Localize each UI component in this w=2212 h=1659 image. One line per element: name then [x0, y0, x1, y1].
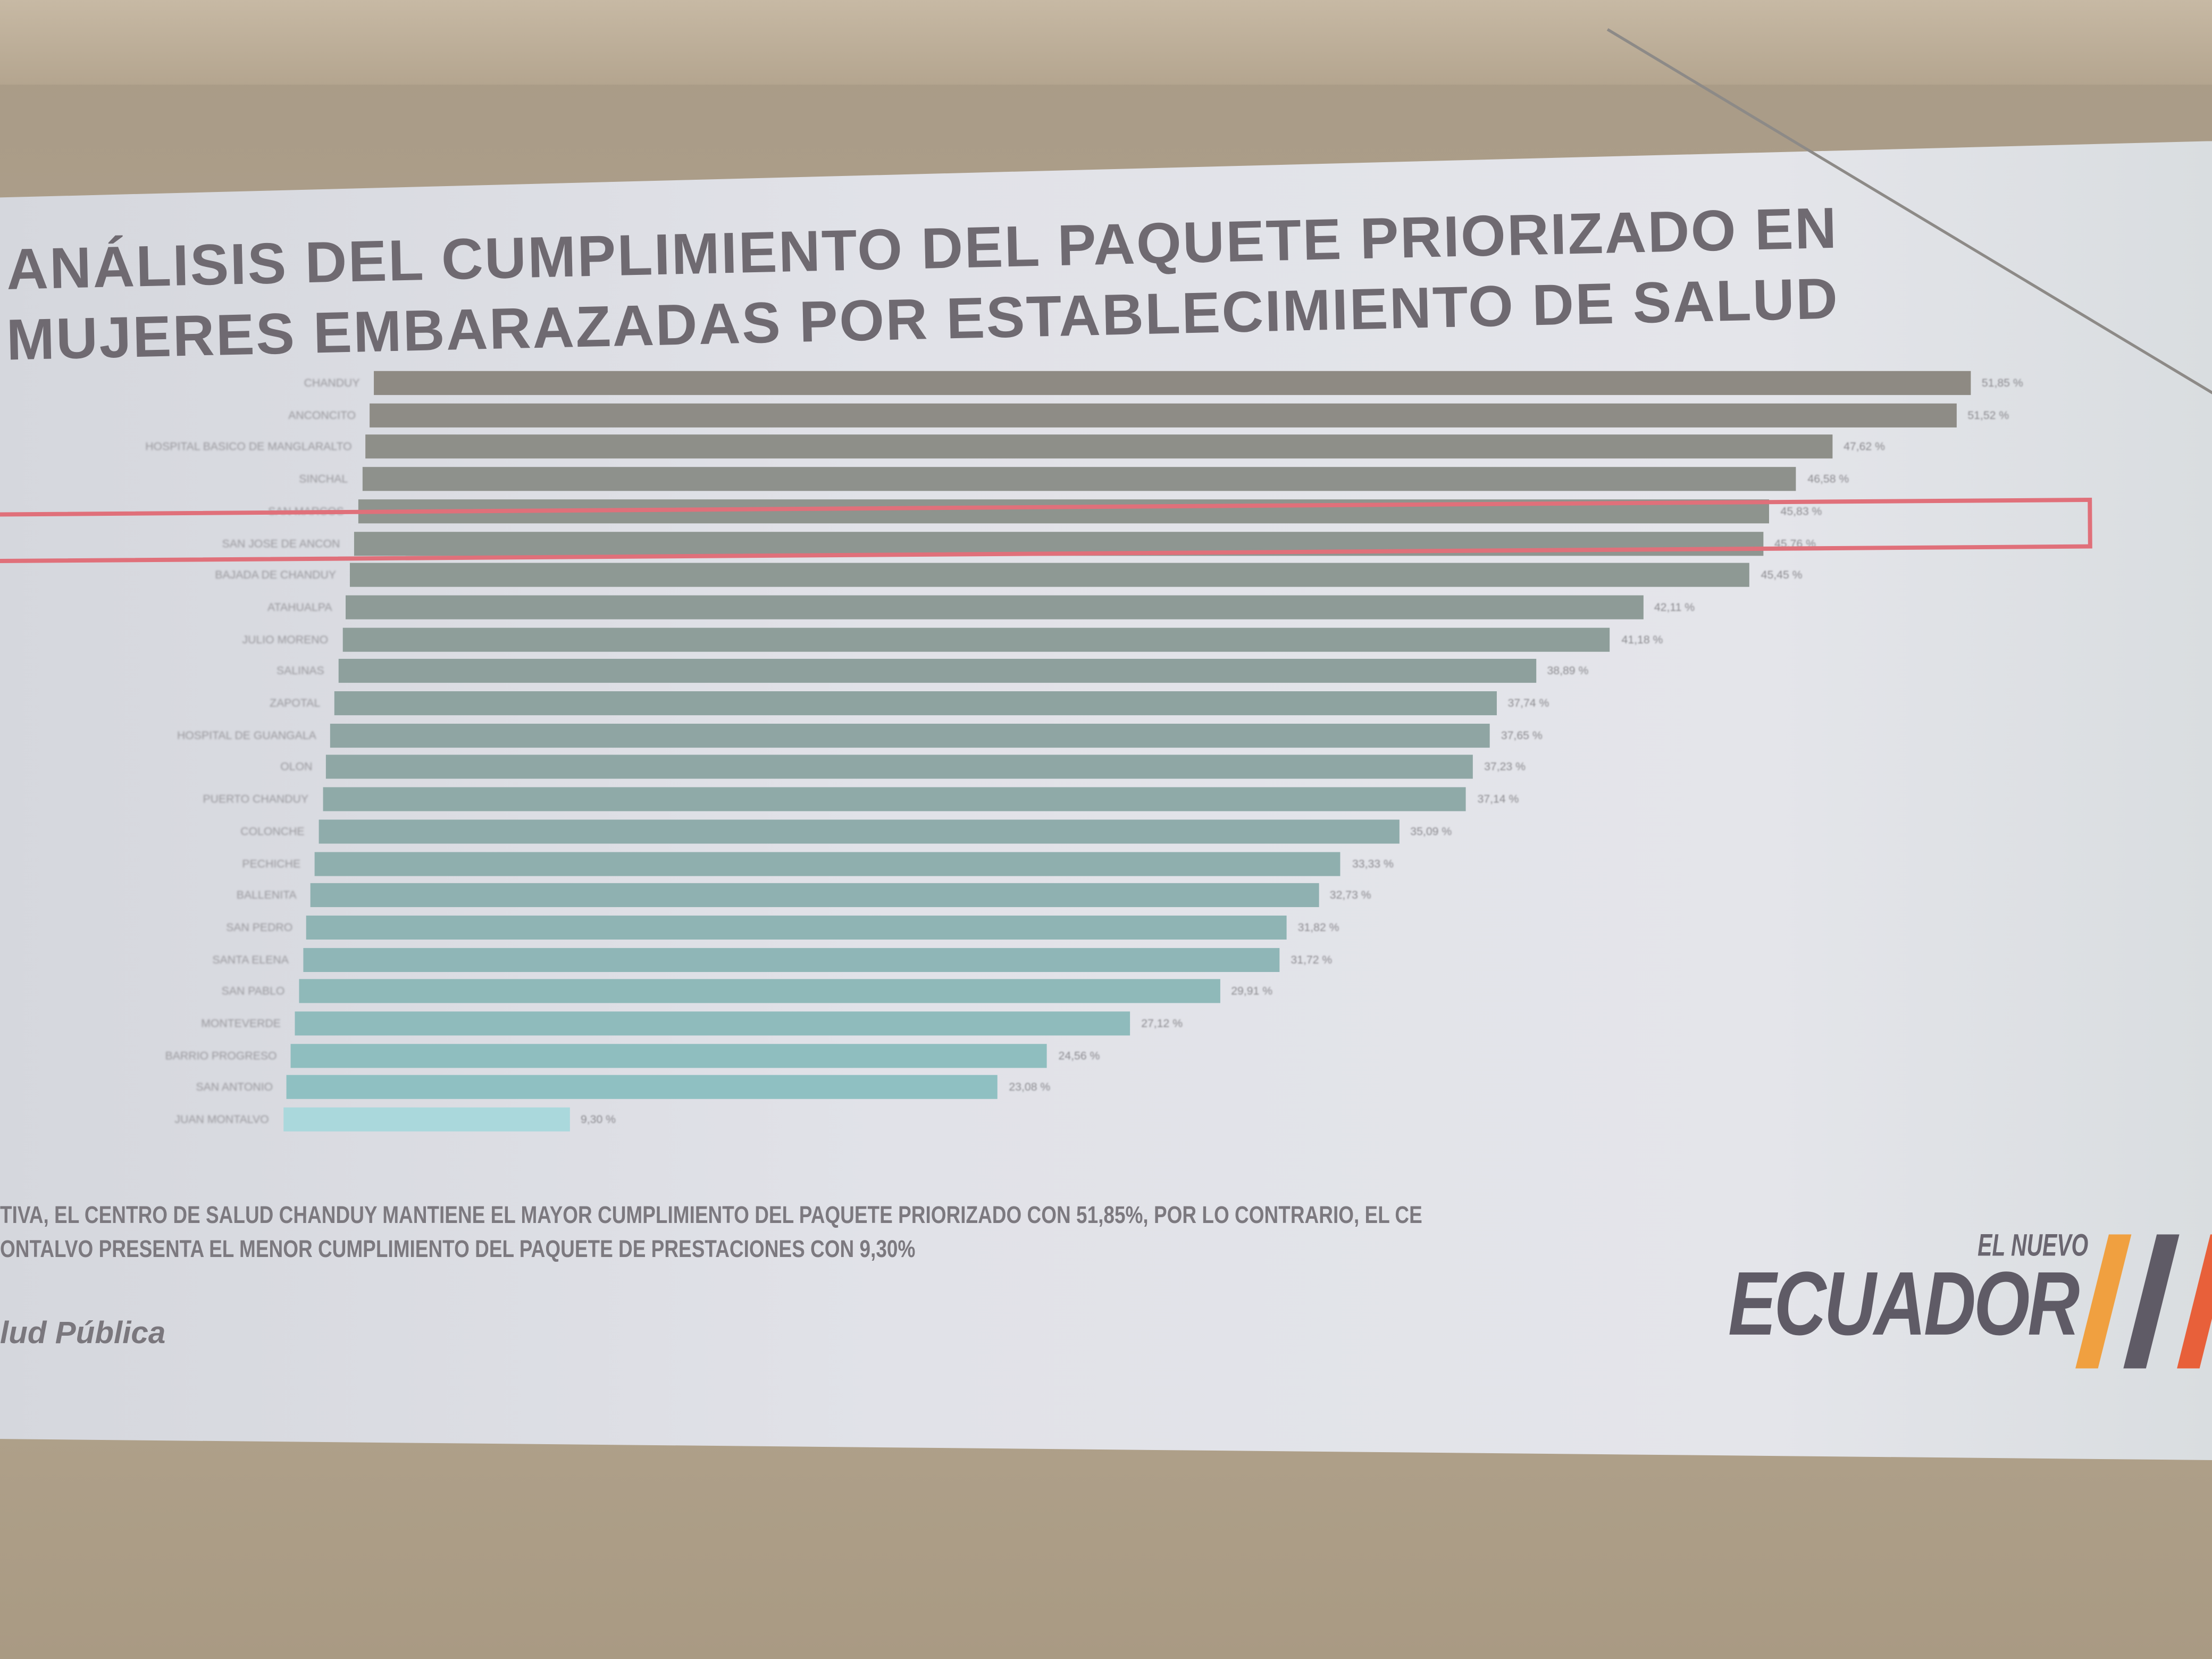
value-label: 37,65 % [1501, 728, 1543, 742]
category-label: MONTEVERDE [201, 1017, 281, 1030]
bar [287, 1075, 998, 1100]
category-label: SALINAS [276, 665, 324, 678]
ceiling-frame [0, 0, 2212, 85]
value-label: 41,18 % [1621, 633, 1663, 646]
bar [283, 1107, 569, 1132]
category-label: PUERTO CHANDUY [203, 793, 308, 806]
category-label: SAN ANTONIO [196, 1081, 273, 1094]
value-label: 31,72 % [1291, 953, 1333, 966]
bar [374, 371, 1971, 395]
value-label: 51,52 % [1967, 408, 2009, 422]
footer-text-line2: ONTALVO PRESENTA EL MENOR CUMPLIMIENTO D… [0, 1236, 916, 1263]
bar [322, 787, 1467, 811]
category-label: SAN JOSE DE ANCON [222, 537, 340, 550]
logo-small-text: EL NUEVO [1978, 1227, 2089, 1263]
value-label: 32,73 % [1329, 889, 1371, 902]
bar [370, 403, 1957, 428]
category-label: HOSPITAL BASICO DE MANGLARALTO [145, 440, 352, 454]
bar [366, 435, 1832, 459]
category-label: ANCONCITO [288, 408, 356, 422]
bar [338, 659, 1536, 683]
bar [334, 691, 1497, 716]
bar [354, 531, 1763, 555]
bar [291, 1043, 1048, 1068]
footer-text-line1: TIVA, EL CENTRO DE SALUD CHANDUY MANTIEN… [0, 1202, 1422, 1229]
category-label: BALLENITA [236, 889, 297, 902]
value-label: 47,62 % [1844, 440, 1885, 454]
bar [342, 627, 1611, 651]
category-label: PECHICHE [242, 857, 301, 870]
bar [311, 883, 1319, 908]
category-label: SANTA ELENA [212, 953, 289, 966]
bar [319, 819, 1400, 844]
bar [326, 755, 1473, 780]
bar [358, 499, 1770, 523]
value-label: 45,45 % [1761, 568, 1803, 582]
bar [295, 1011, 1130, 1036]
bar [362, 467, 1797, 491]
category-label: BARRIO PROGRESO [165, 1049, 277, 1062]
category-label: COLONCHE [240, 825, 305, 838]
category-label: SAN MARCOS [268, 505, 344, 518]
value-label: 33,33 % [1352, 857, 1394, 870]
source-text: lud Pública [0, 1314, 166, 1351]
logo-stripe-blue [2123, 1234, 2180, 1369]
bar [303, 947, 1280, 971]
value-label: 46,58 % [1807, 473, 1849, 485]
value-label: 37,23 % [1484, 761, 1526, 774]
value-label: 51,85 % [1981, 376, 2023, 390]
bar [350, 563, 1750, 588]
category-label: JUAN MONTALVO [174, 1113, 269, 1126]
value-label: 38,89 % [1547, 665, 1589, 678]
value-label: 23,08 % [1009, 1081, 1051, 1094]
bar [330, 723, 1490, 748]
category-label: OLON [280, 761, 313, 774]
bar-chart: CHANDUY 51,85 % ANCONCITO 51,52 % HOSPITAL B… [0, 360, 2212, 1178]
bar [346, 595, 1643, 619]
value-label: 37,14 % [1477, 793, 1519, 806]
category-label: SINCHAL [299, 473, 348, 485]
category-label: SAN PEDRO [226, 921, 293, 934]
value-label: 9,30 % [580, 1113, 616, 1126]
category-label: ZAPOTAL [270, 697, 321, 710]
value-label: 42,11 % [1654, 600, 1695, 614]
category-label: BAJADA DE CHANDUY [215, 568, 336, 582]
category-label: HOSPITAL DE GUANGALA [177, 728, 316, 742]
category-label: JULIO MORENO [242, 633, 329, 646]
value-label: 27,12 % [1141, 1017, 1183, 1030]
bar [314, 851, 1341, 876]
value-label: 37,74 % [1507, 697, 1549, 710]
logo-stripe-red [2177, 1234, 2212, 1369]
value-label: 45,76 % [1774, 537, 1816, 550]
value-label: 29,91 % [1231, 985, 1273, 998]
category-label: ATAHUALPA [267, 600, 332, 614]
logo-big-text: ECUADOR [1728, 1252, 2080, 1354]
value-label: 35,09 % [1410, 825, 1452, 838]
value-label: 45,83 % [1780, 505, 1822, 518]
bar [298, 979, 1220, 1004]
category-label: SAN PABLO [221, 985, 285, 998]
category-label: CHANDUY [304, 376, 360, 390]
el-nuevo-ecuador-logo: EL NUEVO ECUADOR [1728, 1220, 2212, 1376]
value-label: 31,82 % [1297, 921, 1339, 934]
value-label: 24,56 % [1058, 1049, 1100, 1062]
bar [306, 915, 1287, 940]
